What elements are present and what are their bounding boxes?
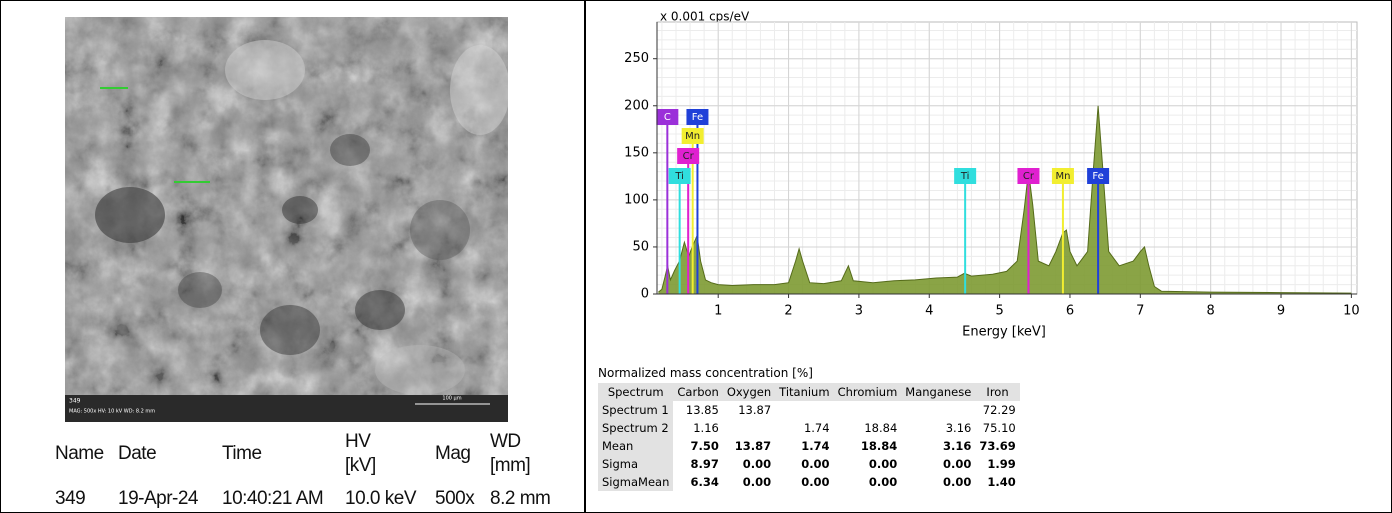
x-tick-label: 8 bbox=[1207, 304, 1215, 319]
table-header: Date bbox=[118, 442, 218, 466]
element-label: Fe bbox=[1092, 171, 1103, 182]
element-label: Mn bbox=[1055, 171, 1070, 182]
table-header: Time bbox=[222, 442, 342, 466]
table-cell: SigmaMean bbox=[598, 473, 673, 491]
table-cell: 13.87 bbox=[723, 401, 775, 419]
x-tick-label: 7 bbox=[1136, 304, 1144, 319]
table-cell: 0.00 bbox=[775, 473, 833, 491]
x-tick-label: 9 bbox=[1277, 304, 1285, 319]
table-cell bbox=[901, 401, 975, 419]
plot: 0 50 100 150 200 250 1 2 3 4 5 6 7 8 9 10 C Fe Mn Cr Ti Ti Cr M… bbox=[624, 22, 1359, 319]
table-cell: 1.16 bbox=[673, 419, 722, 437]
table-header: Oxygen bbox=[723, 383, 775, 401]
sem-id: 349 bbox=[69, 398, 81, 405]
element-label: Fe bbox=[692, 112, 703, 123]
table-cell: Mean bbox=[598, 437, 673, 455]
table-header: HV [kV] bbox=[345, 430, 385, 478]
table-header: Carbon bbox=[673, 383, 722, 401]
table-cell: 7.50 bbox=[673, 437, 722, 455]
table-cell: 500x bbox=[435, 487, 474, 511]
y-tick-label: 0 bbox=[641, 287, 649, 302]
y-axis-unit: x 0.001 cps/eV bbox=[660, 10, 750, 24]
table-header: Spectrum bbox=[598, 383, 673, 401]
table-cell: 0.00 bbox=[723, 473, 775, 491]
table-header: WD [mm] bbox=[490, 430, 530, 478]
x-tick-label: 3 bbox=[855, 304, 863, 319]
table-cell: 10.0 keV bbox=[345, 487, 416, 511]
sem-info: MAG: 500x HV: 10 kV WD: 8.2 mm bbox=[69, 409, 155, 415]
scale-bar-label: 100 µm bbox=[442, 396, 461, 402]
x-tick-label: 4 bbox=[925, 304, 933, 319]
sem-image: 349 MAG: 500x HV: 10 kV WD: 8.2 mm 100 µ… bbox=[65, 17, 510, 422]
table-header: Mag bbox=[435, 442, 485, 466]
table-cell bbox=[775, 401, 833, 419]
table-header: Name bbox=[55, 442, 115, 466]
table-cell: 0.00 bbox=[834, 455, 902, 473]
element-label: Mn bbox=[685, 131, 700, 142]
table-cell: 3.16 bbox=[901, 437, 975, 455]
table-header: Iron bbox=[975, 383, 1019, 401]
y-tick-label: 150 bbox=[624, 145, 649, 160]
table-cell: 6.34 bbox=[673, 473, 722, 491]
table-cell: 0.00 bbox=[834, 473, 902, 491]
table-cell: 1.74 bbox=[775, 419, 833, 437]
table-cell: 75.10 bbox=[975, 419, 1019, 437]
x-tick-label: 10 bbox=[1343, 304, 1360, 319]
x-tick-label: 1 bbox=[714, 304, 722, 319]
y-tick-label: 100 bbox=[624, 192, 649, 207]
y-tick-label: 250 bbox=[624, 51, 649, 66]
table-cell: Sigma bbox=[598, 455, 673, 473]
table-cell: 72.29 bbox=[975, 401, 1019, 419]
table-cell: 0.00 bbox=[901, 455, 975, 473]
table-cell: 18.84 bbox=[834, 419, 902, 437]
element-label: C bbox=[664, 112, 671, 123]
table-cell: 13.87 bbox=[723, 437, 775, 455]
plot-area bbox=[657, 22, 1357, 294]
table-header: Chromium bbox=[834, 383, 902, 401]
page: 349 MAG: 500x HV: 10 kV WD: 8.2 mm 100 µ… bbox=[0, 0, 1392, 513]
table-cell: 3.16 bbox=[901, 419, 975, 437]
table-cell: 1.99 bbox=[975, 455, 1019, 473]
table-cell: Spectrum 1 bbox=[598, 401, 673, 419]
y-tick-label: 50 bbox=[632, 239, 649, 254]
table-title: Normalized mass concentration [%] bbox=[598, 366, 813, 380]
x-tick-label: 2 bbox=[784, 304, 792, 319]
table-cell: 18.84 bbox=[834, 437, 902, 455]
table-cell bbox=[723, 419, 775, 437]
y-tick-label: 200 bbox=[624, 98, 649, 113]
table-cell: 1.74 bbox=[775, 437, 833, 455]
element-label: Ti bbox=[960, 171, 970, 182]
table-cell: 0.00 bbox=[901, 473, 975, 491]
element-label: Ti bbox=[674, 171, 684, 182]
table-cell: 1.40 bbox=[975, 473, 1019, 491]
table-cell: 10:40:21 AM bbox=[222, 487, 323, 511]
x-axis-title: Energy [keV] bbox=[962, 325, 1046, 340]
element-label: Cr bbox=[683, 151, 695, 162]
table-cell: 13.85 bbox=[673, 401, 722, 419]
element-label: Cr bbox=[1023, 171, 1035, 182]
table-cell bbox=[834, 401, 902, 419]
table-cell: 0.00 bbox=[775, 455, 833, 473]
table-cell: 73.69 bbox=[975, 437, 1019, 455]
table-cell: Spectrum 2 bbox=[598, 419, 673, 437]
table-cell: 0.00 bbox=[723, 455, 775, 473]
table-cell: 8.97 bbox=[673, 455, 722, 473]
table-header: Titanium bbox=[775, 383, 833, 401]
table-header: Manganese bbox=[901, 383, 975, 401]
table-cell: 349 bbox=[55, 487, 85, 511]
x-tick-label: 5 bbox=[995, 304, 1003, 319]
table-cell: 19-Apr-24 bbox=[118, 487, 198, 511]
x-tick-label: 6 bbox=[1066, 304, 1074, 319]
table-cell: 8.2 mm bbox=[490, 487, 550, 511]
